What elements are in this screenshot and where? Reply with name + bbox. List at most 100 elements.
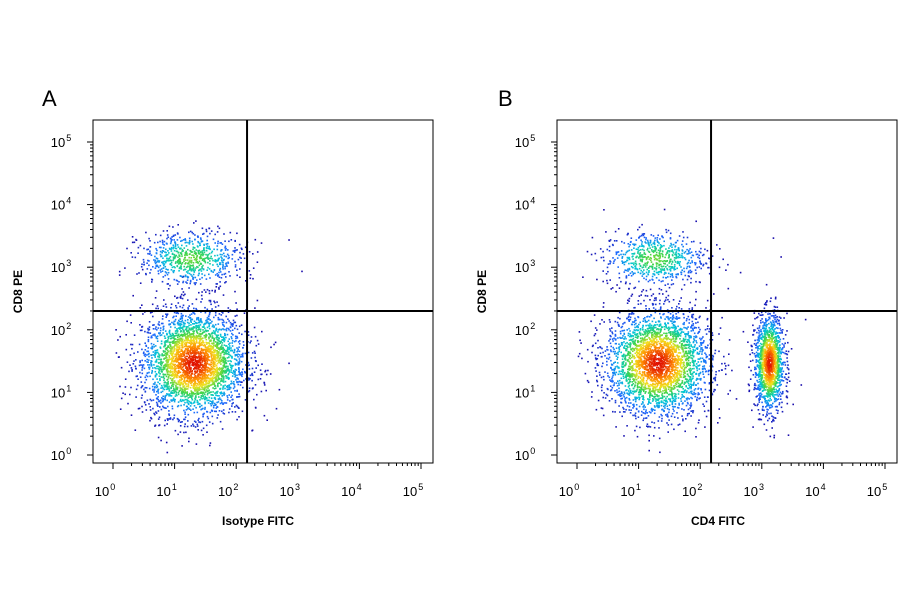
- event-dot: [179, 275, 182, 277]
- event-dot: [684, 327, 687, 329]
- event-dot: [204, 350, 207, 352]
- event-dot: [238, 368, 240, 371]
- event-dot: [160, 246, 162, 249]
- event-dot: [225, 359, 227, 362]
- event-dot: [152, 389, 154, 391]
- event-dot: [179, 305, 181, 308]
- event-dot: [161, 371, 163, 373]
- event-dot: [211, 366, 214, 369]
- event-dot: [189, 314, 191, 316]
- event-dot: [188, 375, 190, 378]
- event-dot: [193, 250, 196, 253]
- event-dot: [219, 354, 222, 356]
- event-dot: [167, 358, 170, 361]
- event-dot: [174, 429, 177, 432]
- event-dot: [233, 358, 236, 360]
- event-dot: [176, 371, 178, 374]
- event-dot: [166, 373, 169, 376]
- event-dot: [155, 401, 158, 404]
- event-dot: [608, 356, 611, 359]
- event-dot: [251, 379, 253, 382]
- event-dot: [191, 348, 193, 351]
- event-dot: [159, 373, 161, 375]
- event-dot: [218, 369, 221, 371]
- event-dot: [189, 316, 191, 319]
- event-dot: [200, 319, 202, 321]
- event-dot: [646, 381, 648, 384]
- event-dot: [238, 354, 241, 356]
- event-dot: [209, 299, 212, 302]
- event-dot: [181, 383, 184, 386]
- event-dot: [151, 278, 153, 281]
- event-dot: [208, 322, 211, 325]
- event-dot: [239, 372, 241, 374]
- event-dot: [695, 341, 698, 344]
- event-dot: [217, 331, 219, 333]
- event-dot: [189, 267, 191, 270]
- event-dot: [190, 379, 193, 382]
- event-dot: [270, 346, 272, 349]
- event-dot: [167, 337, 170, 340]
- event-dot: [686, 361, 688, 364]
- event-dot: [202, 351, 205, 354]
- event-dot: [173, 249, 176, 252]
- event-dot: [204, 369, 206, 371]
- event-dot: [192, 364, 195, 366]
- event-dot: [223, 233, 225, 235]
- event-dot: [220, 256, 222, 258]
- event-dot: [144, 386, 147, 389]
- event-dot: [230, 369, 232, 371]
- event-dot: [168, 225, 171, 228]
- event-dot: [226, 369, 228, 372]
- event-dot: [165, 388, 168, 391]
- event-dot: [678, 334, 680, 337]
- event-dot: [248, 377, 250, 379]
- event-dot: [166, 259, 168, 262]
- event-dot: [197, 250, 199, 252]
- event-dot: [168, 389, 171, 391]
- event-dot: [166, 363, 169, 366]
- event-dot: [684, 430, 686, 433]
- event-dot: [218, 398, 220, 401]
- event-dot: [641, 355, 643, 358]
- event-dot: [184, 360, 186, 362]
- event-dot: [150, 364, 153, 367]
- event-dot: [197, 389, 199, 391]
- event-dot: [226, 399, 229, 401]
- event-dot: [222, 409, 225, 411]
- event-dot: [245, 280, 247, 282]
- event-dot: [177, 338, 180, 341]
- event-dot: [160, 363, 163, 365]
- event-dot: [171, 358, 174, 360]
- event-dot: [203, 258, 205, 260]
- event-dot: [239, 356, 242, 358]
- event-dot: [177, 343, 180, 346]
- event-dot: [150, 254, 153, 256]
- event-dot: [676, 375, 679, 377]
- event-dot: [204, 395, 206, 398]
- event-dot: [230, 366, 232, 369]
- event-dot: [624, 336, 626, 338]
- event-dot: [193, 258, 196, 261]
- event-dot: [125, 348, 128, 351]
- event-dot: [179, 258, 181, 261]
- event-dot: [200, 342, 202, 345]
- event-dot: [629, 345, 632, 347]
- event-dot: [163, 384, 165, 386]
- event-dot: [208, 292, 211, 295]
- event-dot: [216, 390, 219, 393]
- event-dot: [153, 412, 155, 415]
- event-dot: [180, 400, 183, 403]
- event-dot: [645, 354, 648, 356]
- event-dot: [629, 389, 632, 392]
- event-dot: [204, 344, 206, 347]
- event-dot: [218, 313, 221, 315]
- event-dot: [197, 351, 200, 354]
- event-dot: [190, 327, 192, 330]
- event-dot: [676, 358, 678, 360]
- event-dot: [676, 369, 678, 372]
- event-dot: [269, 373, 272, 375]
- event-dot: [168, 387, 170, 389]
- event-dot: [657, 331, 659, 334]
- event-dot: [119, 385, 121, 388]
